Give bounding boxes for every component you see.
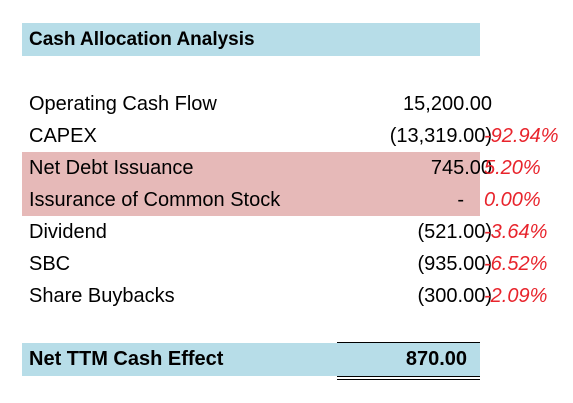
row-label: Issurance of Common Stock <box>29 189 281 211</box>
table-title: Cash Allocation Analysis <box>29 29 255 50</box>
row-percent: 5.20% <box>484 157 541 179</box>
row-label: Net Debt Issuance <box>29 157 194 179</box>
row-value: (13,319.00) <box>389 125 492 147</box>
row-sbc: SBC (935.00) -6.52% <box>22 248 570 280</box>
row-capex: CAPEX (13,319.00) -92.94% <box>22 120 570 152</box>
row-common-stock-issuance: Issurance of Common Stock - 0.00% <box>22 184 570 216</box>
row-percent: -3.64% <box>484 221 548 243</box>
highlight-fill <box>22 152 480 184</box>
row-percent: -92.94% <box>484 125 559 147</box>
title-band <box>22 23 480 56</box>
row-label: Operating Cash Flow <box>29 93 217 115</box>
highlight-fill <box>22 184 480 216</box>
total-top-rule <box>337 342 480 343</box>
row-value: (935.00) <box>417 253 493 275</box>
row-value: (300.00) <box>417 285 493 307</box>
total-label: Net TTM Cash Effect <box>29 348 224 370</box>
row-operating-cash-flow: Operating Cash Flow 15,200.00 <box>22 88 570 120</box>
row-percent: -6.52% <box>484 253 548 275</box>
row-value: (521.00) <box>417 221 493 243</box>
row-percent: 0.00% <box>484 189 541 211</box>
total-value: 870.00 <box>405 348 467 370</box>
row-dividend: Dividend (521.00) -3.64% <box>22 216 570 248</box>
row-percent: -2.09% <box>484 285 548 307</box>
total-double-underline <box>337 376 480 380</box>
row-value: 15,200.00 <box>403 93 492 115</box>
row-share-buybacks: Share Buybacks (300.00) -2.09% <box>22 280 570 312</box>
row-net-debt-issuance: Net Debt Issuance 745.00 5.20% <box>22 152 570 184</box>
row-value: - <box>457 189 464 211</box>
row-label: CAPEX <box>29 125 97 147</box>
total-band <box>22 343 480 376</box>
row-value: 745.00 <box>430 157 492 179</box>
row-label: SBC <box>29 253 71 275</box>
row-label: Share Buybacks <box>29 285 175 307</box>
row-label: Dividend <box>29 221 107 243</box>
